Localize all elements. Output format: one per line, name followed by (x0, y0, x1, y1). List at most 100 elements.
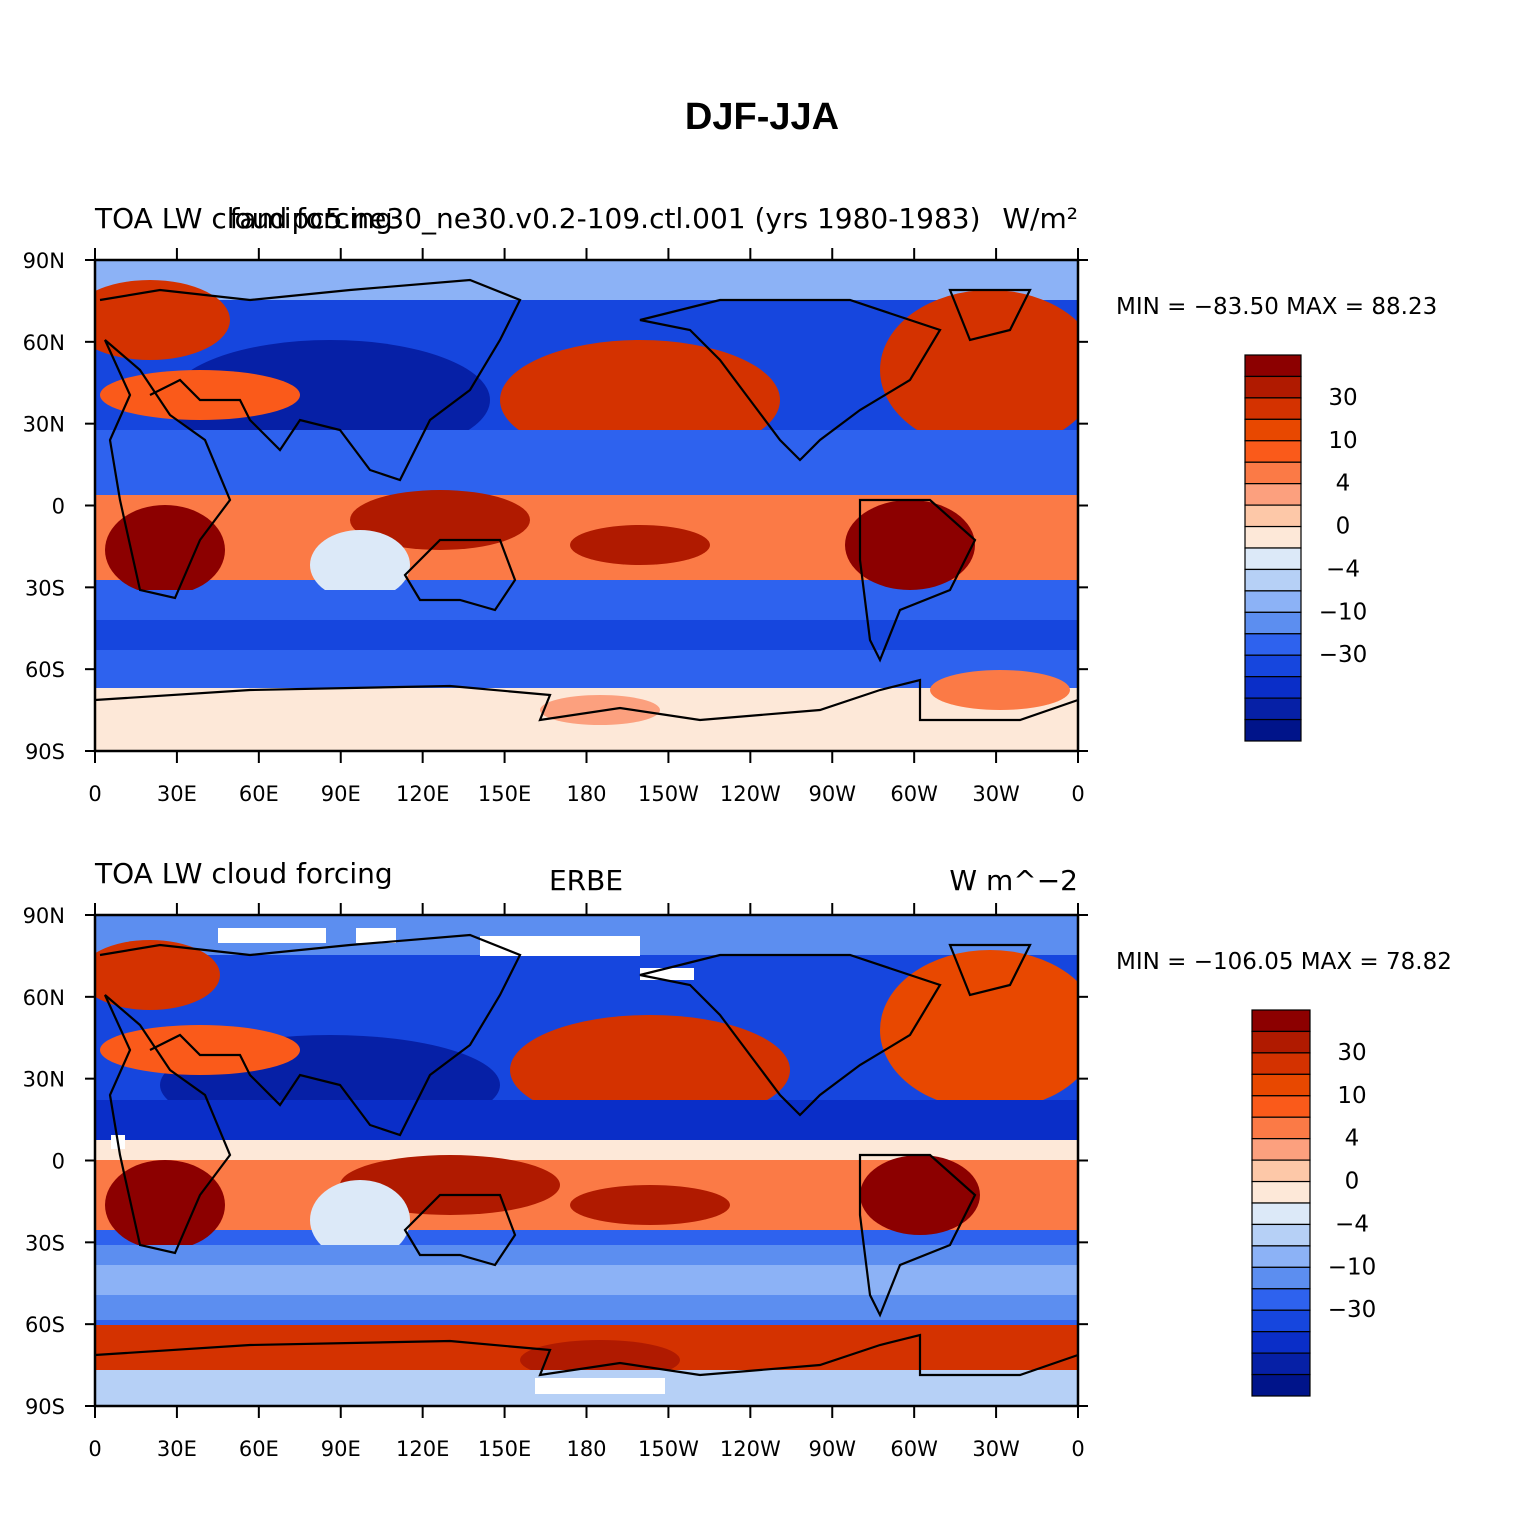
colorbar-swatch (1244, 611, 1302, 635)
colorbar-swatch (1244, 461, 1302, 485)
colorbar-swatch (1251, 1331, 1311, 1354)
colorbar-label: 10 (1328, 428, 1357, 454)
panel-1-coastlines (95, 278, 1078, 722)
lat-label: 60N (23, 331, 65, 355)
panel-1-left-string: TOA LW cloud forcing (94, 202, 393, 235)
lon-label: 30E (157, 1437, 197, 1461)
panel-2-south-america-hot (860, 1155, 980, 1235)
lon-label: 120W (720, 1437, 781, 1461)
colorbar-swatch (1244, 418, 1302, 442)
lat-label: 30N (23, 1068, 65, 1092)
panel-2-missing-data (356, 928, 396, 943)
figure-title: DJF-JJA (685, 96, 839, 138)
panel-2-colorbar: 30 10 4 0 −4 −10 −30 (1251, 1009, 1377, 1397)
colorbar-swatch (1251, 1352, 1311, 1376)
colorbar-swatch (1244, 354, 1302, 378)
colorbar-label: −4 (1326, 556, 1360, 582)
panel-2-north-pacific-warm (510, 1015, 790, 1125)
lon-label: 0 (88, 1437, 101, 1461)
colorbar-label: 4 (1345, 1126, 1360, 1152)
colorbar-swatch (1251, 1202, 1311, 1226)
lat-label: 60S (25, 1313, 65, 1337)
lon-label: 180 (566, 782, 606, 806)
colorbar-label: −10 (1319, 599, 1368, 625)
colorbar-swatch (1244, 440, 1302, 463)
panel-1-spcz-hot (570, 525, 710, 565)
colorbar-swatch (1251, 1030, 1311, 1054)
colorbar-swatch (1251, 1073, 1311, 1097)
panel-1-coast-greenland (948, 288, 1032, 342)
panel-2-sh-mid-belt (95, 1265, 1078, 1295)
lat-label: 30N (23, 413, 65, 437)
panel-2-coast-australia (403, 1193, 517, 1267)
panel-2-coast-north-america (639, 953, 942, 1117)
lat-label: 0 (52, 495, 65, 519)
colorbar-swatch (1251, 1138, 1311, 1161)
lat-label: 90N (23, 249, 65, 273)
colorbar-swatch (1251, 1180, 1311, 1204)
lon-label: 150W (638, 782, 699, 806)
lat-label: 30S (25, 576, 65, 600)
lon-label: 0 (88, 782, 101, 806)
lat-label: 90N (23, 904, 65, 928)
colorbar-swatch (1251, 1159, 1311, 1183)
panel-1-map (95, 260, 1078, 751)
lon-label: 150W (638, 1437, 699, 1461)
panel-1-coast-south-america (858, 498, 977, 663)
panel-2-min-max: MIN = −106.05 MAX = 78.82 (1116, 949, 1452, 975)
colorbar-swatch (1251, 1223, 1311, 1247)
colorbar-swatch (1251, 1245, 1311, 1268)
panel-2-europe-warm (95, 940, 220, 1010)
panel-1-coast-africa (103, 339, 232, 600)
colorbar-label: −30 (1328, 1297, 1377, 1323)
colorbar-swatch (1244, 375, 1302, 399)
colorbar-swatch (1244, 718, 1302, 742)
panel-2-coastlines (95, 933, 1078, 1377)
lon-label: 90W (809, 1437, 857, 1461)
panel-1-min-max: MIN = −83.50 MAX = 88.23 (1116, 294, 1437, 320)
lon-label: 90W (809, 782, 857, 806)
colorbar-swatch (1244, 697, 1302, 721)
colorbar-label: 30 (1337, 1040, 1366, 1066)
lat-label: 60N (23, 986, 65, 1010)
colorbar-swatch (1251, 1309, 1311, 1333)
panel-1-equatorial-band (95, 430, 1078, 495)
colorbar-label: 10 (1337, 1083, 1366, 1109)
panel-1-arctic-band (95, 260, 1078, 300)
lon-label: 60W (890, 782, 938, 806)
colorbar-swatch (1251, 1009, 1311, 1033)
panel-2-missing-data (218, 928, 326, 943)
lon-label: 150E (478, 782, 531, 806)
panel-1-lat-axis: 90N 60N 30N 0 30S 60S 90S (23, 249, 1088, 764)
lat-label: 90S (25, 1395, 65, 1419)
panel-2-indian-ocean-light (310, 1180, 410, 1260)
lon-label: 60W (890, 1437, 938, 1461)
panel-2-coast-africa (103, 994, 232, 1255)
panel-1-coast-eurasia (99, 278, 522, 482)
lat-label: 0 (52, 1150, 65, 1174)
colorbar-swatch (1244, 633, 1302, 656)
panel-2-mediterranean-warm (100, 1025, 300, 1075)
colorbar-swatch (1251, 1288, 1311, 1311)
panel-1-coast-north-america (639, 298, 942, 462)
panel-2-equator-light (95, 1140, 1078, 1160)
lat-label: 30S (25, 1231, 65, 1255)
panel-1-center-string: famipc5.ne30_ne30.v0.2-109.ctl.001 (yrs … (229, 202, 980, 235)
lon-label: 30W (972, 1437, 1020, 1461)
colorbar-swatch (1244, 525, 1302, 549)
colorbar-label: −4 (1335, 1211, 1369, 1237)
colorbar-swatch (1244, 483, 1302, 506)
panel-1-mediterranean-warm (100, 370, 300, 420)
panel-1-colorbar: 30 10 4 0 −4 −10 −30 (1244, 354, 1368, 742)
colorbar-swatch (1244, 676, 1302, 699)
panel-2-missing-data (480, 936, 640, 956)
lon-label: 150E (478, 1437, 531, 1461)
lon-label: 120E (396, 782, 449, 806)
colorbar-swatch (1251, 1052, 1311, 1075)
lon-label: 30W (972, 782, 1020, 806)
colorbar-swatch (1244, 654, 1302, 678)
lon-label: 90E (321, 782, 361, 806)
lon-label: 180 (566, 1437, 606, 1461)
panel-2-north-atlantic-warm (880, 950, 1078, 1110)
